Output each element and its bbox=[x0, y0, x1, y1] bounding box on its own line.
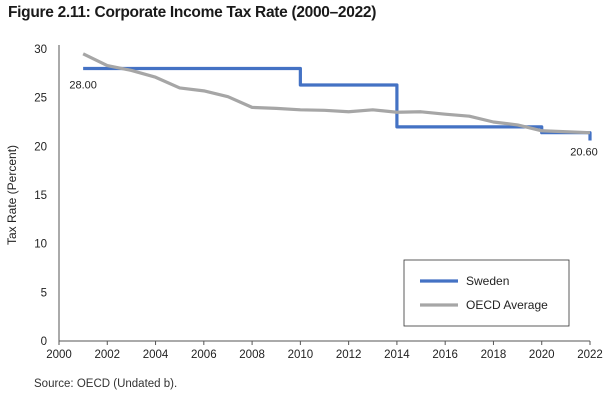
chart-title: Figure 2.11: Corporate Income Tax Rate (… bbox=[8, 4, 377, 21]
series-group bbox=[82, 52, 592, 141]
x-tick-label: 2016 bbox=[432, 349, 458, 361]
legend: Sweden OECD Average bbox=[403, 259, 570, 327]
data-label: 20.60 bbox=[570, 146, 598, 158]
series-line-sweden bbox=[83, 66, 592, 141]
x-tick-label: 2010 bbox=[288, 349, 314, 361]
legend-label: Sweden bbox=[466, 274, 509, 288]
x-tick-label: 2008 bbox=[239, 349, 265, 361]
y-axis-label: Tax Rate (Percent) bbox=[5, 145, 19, 245]
series-line-oecd-average bbox=[82, 52, 591, 135]
x-tick-label: 2000 bbox=[46, 349, 72, 361]
x-tick-label: 2006 bbox=[191, 349, 217, 361]
legend-label: OECD Average bbox=[466, 298, 548, 312]
y-tick-label: 25 bbox=[34, 93, 47, 105]
y-axis: 0 5 10 15 20 25 30 bbox=[34, 44, 60, 348]
x-tick-label: 2020 bbox=[529, 349, 555, 361]
annotations: 28.00 20.60 bbox=[69, 79, 597, 158]
x-tick-label: 2012 bbox=[336, 349, 362, 361]
y-tick-label: 30 bbox=[34, 44, 47, 56]
y-tick-label: 15 bbox=[34, 190, 47, 202]
x-tick-label: 2004 bbox=[143, 349, 169, 361]
x-tick-label: 2014 bbox=[384, 349, 410, 361]
y-tick-label: 20 bbox=[34, 141, 47, 153]
x-tick-label: 2022 bbox=[577, 349, 603, 361]
y-tick-label: 0 bbox=[41, 336, 47, 348]
x-axis: 2000 2002 2004 2006 2008 2010 2012 2014 2016 2018… bbox=[46, 340, 603, 361]
y-tick-label: 10 bbox=[34, 239, 47, 251]
x-tick-label: 2018 bbox=[481, 349, 507, 361]
source-note: Source: OECD (Undated b). bbox=[34, 378, 178, 390]
x-tick-label: 2002 bbox=[94, 349, 120, 361]
legend-box bbox=[403, 259, 570, 327]
y-tick-label: 5 bbox=[41, 287, 47, 299]
data-label: 28.00 bbox=[69, 79, 97, 91]
